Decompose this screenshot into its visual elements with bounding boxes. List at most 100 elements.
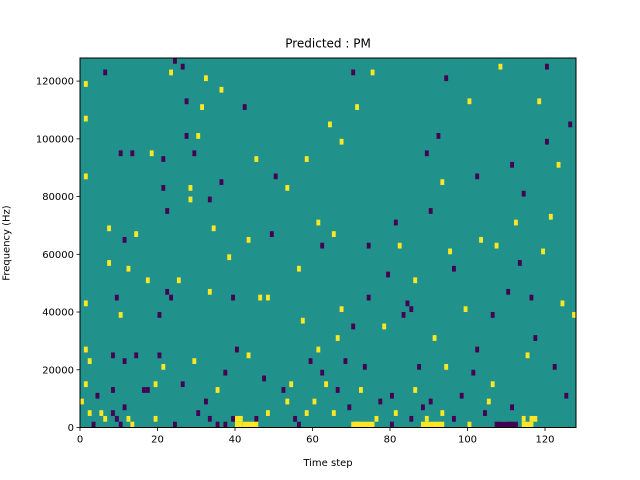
heatmap-cell [366, 294, 371, 301]
heatmap-cell [204, 75, 208, 82]
heatmap-cell-run [529, 415, 538, 422]
heatmap-cell [227, 254, 232, 261]
heatmap-cell [440, 410, 445, 416]
heatmap-cell [142, 387, 146, 393]
heatmap-cell [196, 133, 201, 139]
heatmap-cell [521, 415, 526, 422]
heatmap-cell [118, 421, 123, 428]
heatmap-cell [490, 381, 495, 388]
heatmap-cell [378, 398, 383, 405]
heatmap-background [80, 58, 576, 428]
plot-area [79, 57, 577, 428]
heatmap-cell [223, 421, 228, 428]
y-tick-label: 100000 [36, 134, 74, 145]
heatmap-cell [421, 404, 425, 411]
heatmap-cell [242, 104, 247, 110]
x-tick-label: 100 [458, 435, 477, 446]
heatmap-cell [475, 346, 480, 353]
heatmap-cell [545, 138, 549, 145]
heatmap-cell [134, 352, 139, 359]
heatmap-cell [541, 248, 546, 255]
heatmap-cell [281, 387, 286, 393]
heatmap-cell [347, 404, 352, 411]
heatmap-cell [335, 335, 340, 341]
heatmap-cell [246, 236, 251, 243]
heatmap-cell [568, 121, 573, 128]
heatmap-cell [173, 421, 177, 428]
heatmap-cell [207, 415, 212, 422]
heatmap-cell [153, 415, 158, 422]
heatmap-cell [107, 225, 112, 232]
heatmap-cell [471, 369, 476, 376]
heatmap-cell [521, 190, 526, 197]
heatmap-cell [111, 387, 115, 393]
heatmap-cell-run [351, 421, 375, 428]
heatmap-cell [161, 185, 166, 191]
heatmap-cell [161, 156, 166, 162]
heatmap-cell [444, 363, 449, 370]
heatmap-cell [548, 213, 553, 220]
heatmap-cell [339, 306, 344, 313]
heatmap-cell-run [242, 421, 259, 428]
heatmap-cell [359, 387, 363, 393]
heatmap-cell [215, 387, 220, 393]
heatmap-cell [428, 398, 433, 405]
heatmap-cell [83, 173, 88, 180]
heatmap-cell [390, 392, 394, 399]
heatmap-cell [192, 358, 197, 364]
heatmap-cell [316, 346, 321, 353]
heatmap-cell [297, 421, 301, 428]
heatmap-cell [204, 398, 208, 405]
heatmap-cell [324, 381, 329, 388]
y-tick-label: 40000 [42, 308, 74, 319]
heatmap-cell [126, 415, 131, 422]
heatmap-cell [374, 415, 379, 422]
heatmap-cell [134, 231, 139, 237]
heatmap-cell [537, 98, 542, 105]
heatmap-cell [498, 63, 503, 70]
heatmap-cell [219, 86, 224, 93]
heatmap-cell [285, 185, 290, 191]
heatmap-cell [157, 352, 162, 359]
heatmap-cell [331, 231, 336, 237]
heatmap-cell [231, 415, 236, 422]
heatmap-cell [207, 288, 212, 295]
heatmap-cell [254, 156, 259, 162]
heatmap-cell [436, 133, 441, 139]
heatmap-cell [304, 410, 309, 416]
heatmap-cell [83, 300, 88, 307]
heatmap-cell [219, 179, 224, 186]
heatmap-cell [397, 242, 402, 249]
heatmap-cell [161, 363, 166, 370]
heatmap-cell [149, 150, 154, 157]
heatmap-cell [95, 392, 100, 399]
heatmap-cell [300, 317, 305, 324]
heatmap-cell [413, 277, 418, 284]
heatmap-cell [370, 69, 375, 76]
heatmap-cell [320, 242, 325, 249]
heatmap-cell [529, 294, 534, 301]
heatmap-cell [173, 58, 177, 64]
heatmap-cell [390, 421, 394, 428]
heatmap-cell [355, 104, 360, 110]
heatmap-cell [103, 69, 108, 76]
heatmap-cell [517, 260, 522, 266]
heatmap-cell [424, 150, 429, 157]
heatmap-cell [130, 150, 135, 157]
heatmap-cell [556, 161, 561, 168]
heatmap-cell [165, 208, 170, 214]
heatmap-cell [467, 421, 472, 428]
heatmap-cell [169, 294, 174, 301]
heatmap-cell [87, 358, 92, 364]
heatmap-cell [343, 358, 348, 364]
heatmap-cell [409, 306, 414, 313]
heatmap-cell [91, 421, 96, 428]
heatmap-cell-run [494, 421, 518, 428]
heatmap-cell [432, 335, 437, 341]
x-tick-label: 20 [151, 435, 164, 446]
heatmap-cell [114, 415, 119, 422]
heatmap-cell [215, 421, 220, 428]
y-axis-label: Frequency (Hz) [2, 205, 13, 281]
plot-frame [79, 57, 577, 428]
